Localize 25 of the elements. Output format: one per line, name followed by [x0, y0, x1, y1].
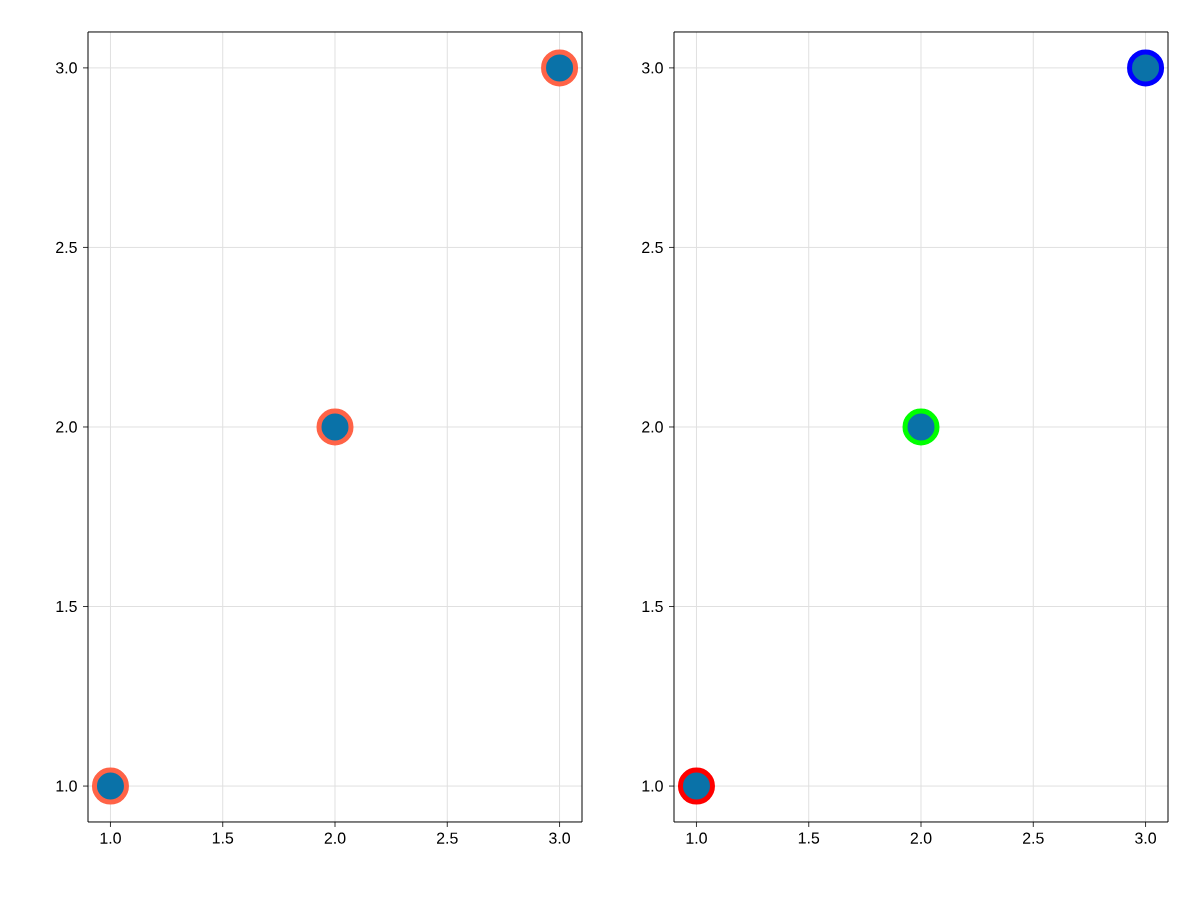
point	[902, 408, 940, 446]
x-tick-label: 2.5	[437, 832, 458, 844]
y-tick-label: 2.0	[56, 421, 77, 433]
y-tick-label: 3.0	[641, 62, 663, 74]
y-tick-label: 1.0	[56, 780, 77, 792]
x-tick-label: 2.5	[1023, 832, 1044, 844]
x-tick-label: 3.0	[549, 832, 570, 844]
x-tick-label: 1.5	[798, 832, 820, 844]
y-tick-label: 2.5	[56, 241, 77, 254]
y-tick-label: 1.5	[642, 600, 663, 613]
y-tick-label: 2.0	[642, 421, 663, 433]
x-tick-label: 1.5	[212, 832, 234, 844]
y-tick-label: 2.5	[642, 241, 663, 254]
y-tick-label: 1.0	[642, 780, 663, 792]
point	[677, 767, 715, 805]
x-tick-label: 2.0	[324, 832, 346, 844]
x-tick-label: 1.0	[686, 832, 707, 844]
y-tick-label: 3.0	[55, 62, 77, 74]
point	[541, 49, 579, 87]
point	[316, 408, 354, 446]
x-tick-label: 2.0	[910, 832, 932, 844]
point	[91, 767, 129, 805]
x-tick-label: 3.0	[1135, 832, 1157, 844]
x-tick-label: 1.0	[100, 832, 121, 844]
y-tick-label: 1.5	[56, 600, 77, 613]
